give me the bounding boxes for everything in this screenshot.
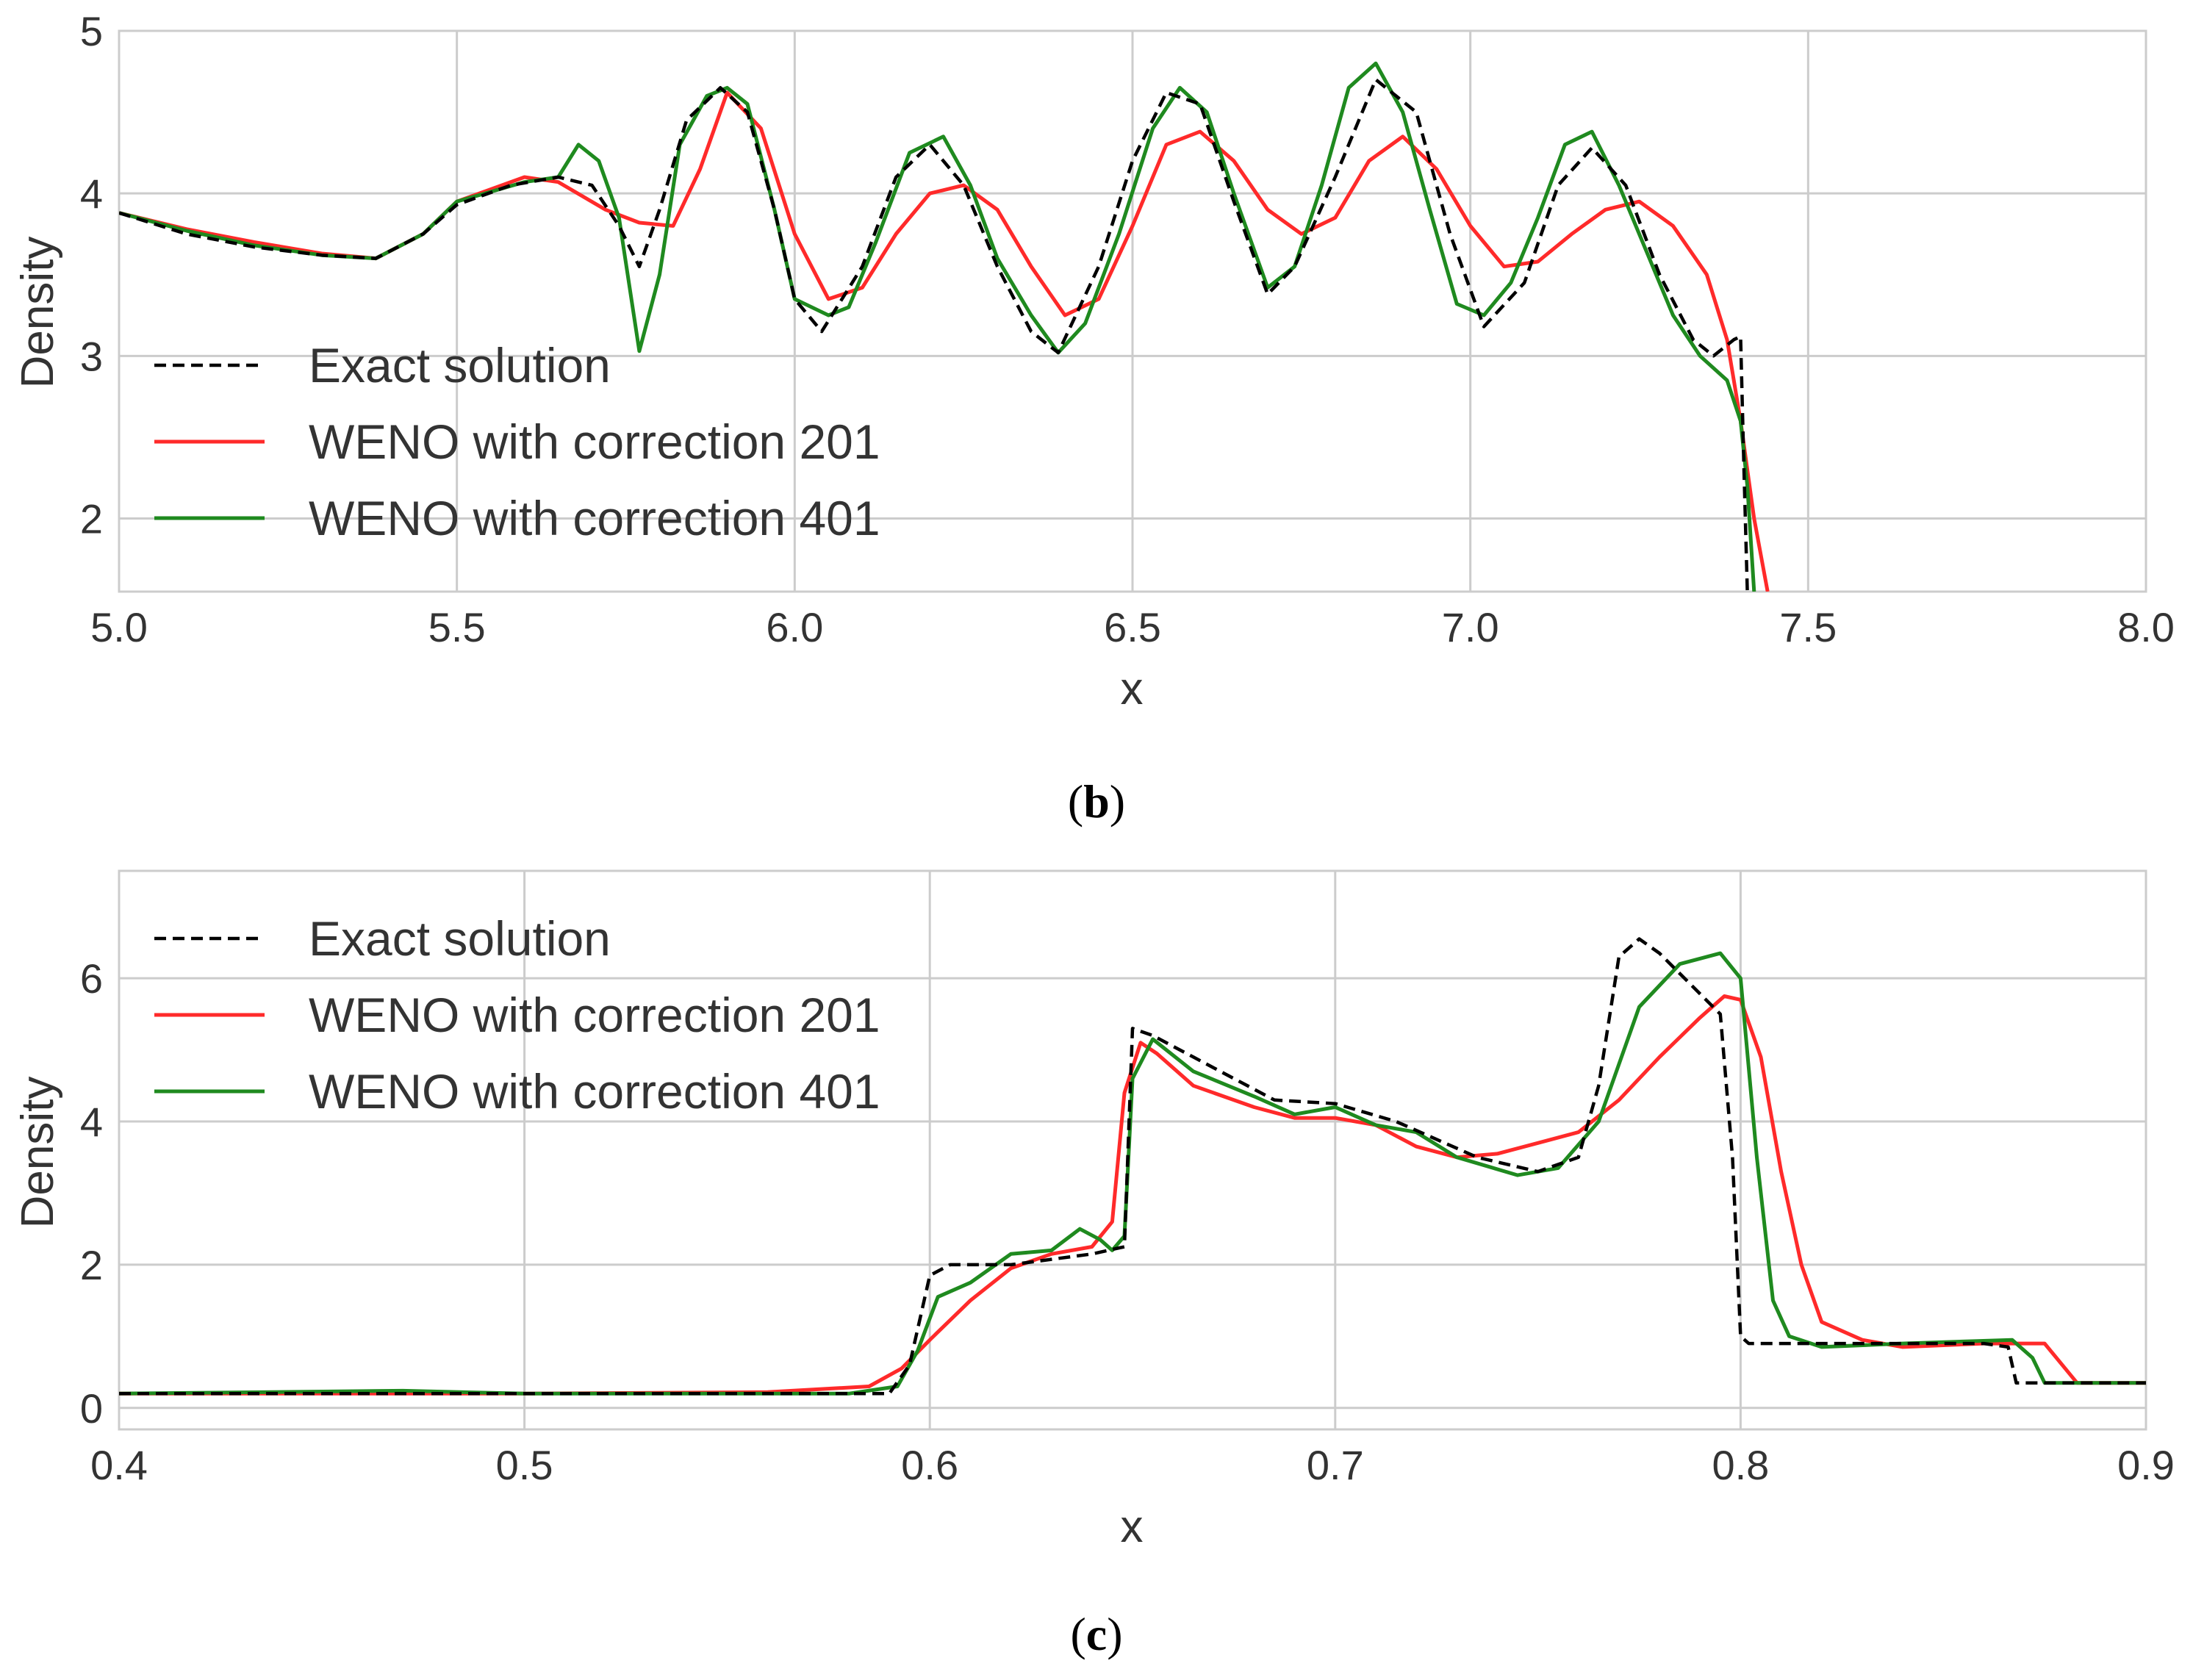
panel-b-y-tick-label: 4 (80, 170, 103, 217)
panel-c-legend-label: WENO with correction 201 (309, 988, 880, 1042)
panel-b-x-tick-label: 6.5 (1104, 604, 1161, 650)
panel-b-x-tick-label: 7.5 (1779, 604, 1837, 650)
panel-b-series (119, 61, 1770, 592)
panel-c-y-tick-label: 0 (80, 1385, 103, 1432)
panel-c-y-tick-label: 6 (80, 955, 103, 1002)
panel-b-ticks: 5.0 5.5 6.0 6.5 7.0 7.5 8.0 2 3 4 5 (80, 8, 2175, 650)
panel-b-series-line-2 (119, 61, 1756, 592)
panel-c-series-line-1 (119, 994, 2146, 1396)
panel-b-x-tick-label: 8.0 (2117, 604, 2175, 650)
panel-c-caption-letter: c (1086, 1608, 1107, 1660)
panel-b-caption: (b) (1068, 775, 1125, 828)
panel-b-series-line-0 (119, 78, 1749, 592)
panel-c-x-tick-label: 0.8 (1712, 1442, 1769, 1488)
panel-c-grid (118, 871, 2147, 1429)
panel-b-x-tick-label: 5.0 (90, 604, 148, 650)
panel-c-y-tick-label: 2 (80, 1242, 103, 1288)
panel-b-chart: 5.0 5.5 6.0 6.5 7.0 7.5 8.0 2 3 4 5 x Density Exac… (12, 8, 2175, 828)
panel-b-y-tick-label: 5 (80, 8, 103, 54)
panel-b-plot-frame (118, 29, 2147, 593)
panel-c-ticks: 0.4 0.5 0.6 0.7 0.8 0.9 0 2 4 6 (80, 955, 2175, 1488)
panel-b-x-tick-label: 5.5 (428, 604, 486, 650)
panel-c-plot-frame (118, 869, 2147, 1431)
panel-c-chart: 0.4 0.5 0.6 0.7 0.8 0.9 0 2 4 6 x Density Exact s… (12, 869, 2175, 1660)
panel-c-x-tick-label: 0.7 (1307, 1442, 1364, 1488)
panel-c-y-axis-label: Density (12, 1077, 63, 1229)
panel-c-x-tick-label: 0.6 (901, 1442, 958, 1488)
panel-c-series-line-0 (119, 937, 2146, 1396)
panel-c-series (119, 937, 2146, 1396)
panel-c-legend-label: WENO with correction 401 (309, 1064, 880, 1119)
panel-c-x-tick-label: 0.9 (2117, 1442, 2175, 1488)
panel-c-legend-label: Exact solution (309, 911, 611, 966)
panel-b-legend-label: Exact solution (309, 338, 611, 392)
panel-b-legend-label: WENO with correction 401 (309, 491, 880, 545)
panel-b-legend-label: WENO with correction 201 (309, 414, 880, 469)
panel-c-x-tick-label: 0.5 (496, 1442, 553, 1488)
panel-b-y-tick-label: 2 (80, 495, 103, 542)
panel-b-caption-letter: b (1083, 775, 1110, 828)
panel-c-x-axis-label: x (1121, 1501, 1144, 1552)
panel-c-x-tick-label: 0.4 (90, 1442, 148, 1488)
panel-b-x-axis-label: x (1121, 664, 1144, 714)
panel-c-caption: (c) (1070, 1608, 1122, 1660)
panel-b-y-axis-label: Density (12, 237, 63, 389)
panel-b-x-tick-label: 6.0 (766, 604, 823, 650)
panel-b-y-tick-label: 3 (80, 333, 103, 379)
panel-c-series-line-2 (119, 951, 2146, 1396)
panel-b-x-tick-label: 7.0 (1442, 604, 1499, 650)
panel-c-legend: Exact solution WENO with correction 201 WE… (154, 911, 880, 1119)
panel-c-y-tick-label: 4 (80, 1099, 103, 1145)
panel-b-legend: Exact solution WENO with correction 201 WE… (154, 338, 880, 545)
